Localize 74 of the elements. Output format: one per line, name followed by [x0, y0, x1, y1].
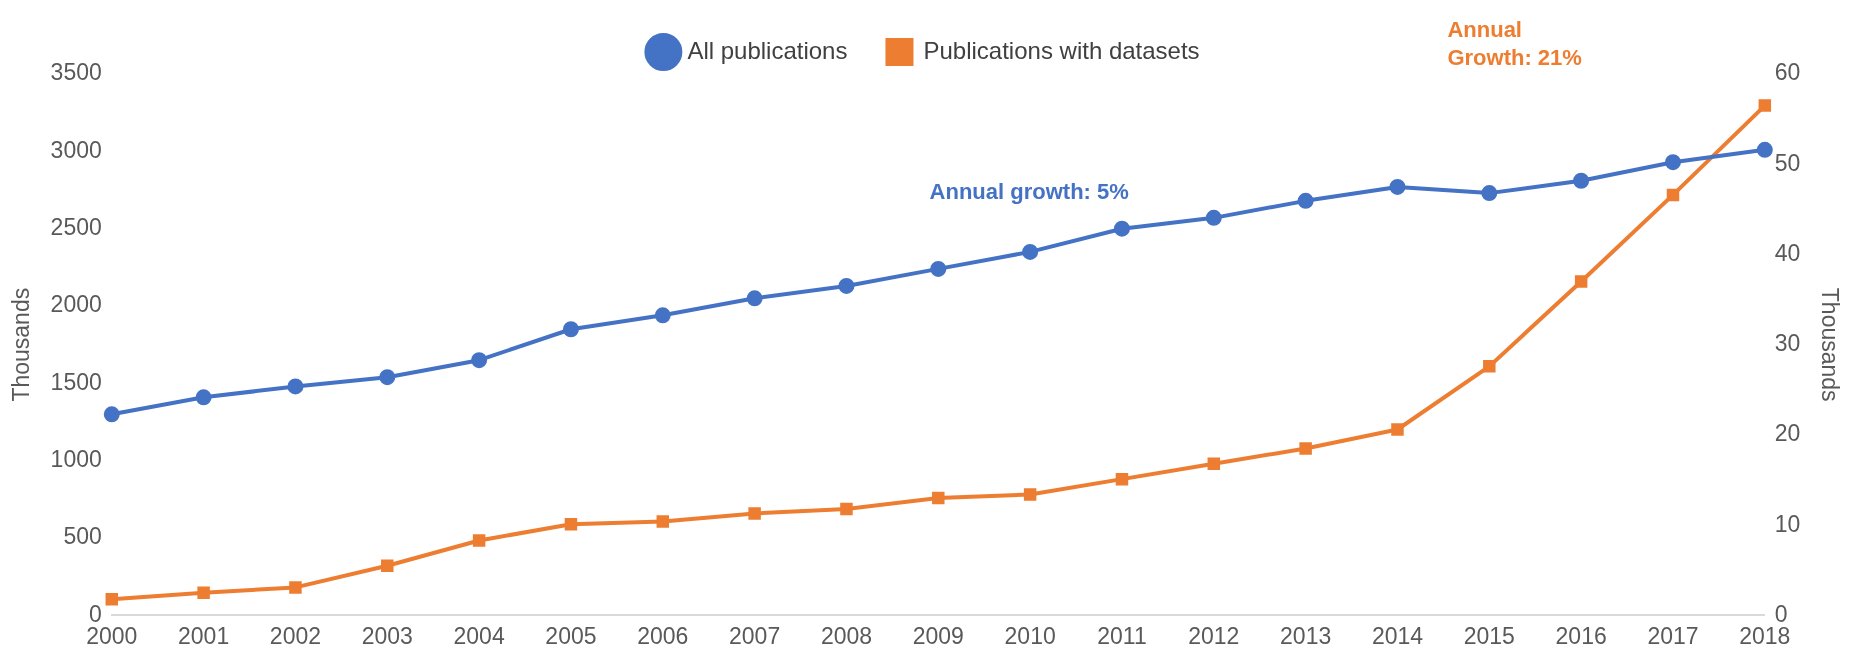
y2-tick-label: 40: [1774, 239, 1801, 266]
point: [840, 502, 853, 516]
point: [1113, 220, 1130, 237]
y-tick-label: 1000: [50, 446, 102, 473]
x-tick-label: 2009: [912, 622, 964, 649]
point: [1207, 457, 1221, 471]
point: [471, 352, 488, 369]
y-tick-label: 1500: [50, 368, 102, 395]
x-tick-label: 2013: [1280, 622, 1332, 649]
legend-label: Publications with datasets: [923, 36, 1200, 64]
point: [656, 515, 670, 528]
point: [1574, 275, 1588, 288]
point: [1573, 172, 1590, 189]
y-tick-label: 2500: [50, 214, 102, 241]
point: [287, 378, 304, 395]
point: [1205, 209, 1222, 226]
y-tick-label: 3500: [50, 59, 102, 86]
y2-tick-label: 20: [1774, 420, 1801, 447]
point: [103, 406, 120, 423]
point: [381, 559, 394, 573]
point: [1297, 192, 1314, 209]
point: [1022, 243, 1039, 260]
x-tick-label: 2002: [269, 622, 322, 649]
x-tick-label: 2006: [637, 622, 689, 649]
y-tick-label: 3000: [50, 136, 102, 163]
x-tick-label: 2016: [1555, 622, 1607, 649]
point: [562, 321, 579, 338]
y-tick-label: 500: [63, 523, 102, 550]
point: [195, 389, 212, 406]
point: [1023, 488, 1037, 501]
point: [1481, 185, 1498, 202]
point: [838, 277, 855, 294]
point: [1115, 472, 1129, 486]
point: [654, 307, 671, 324]
x-tick-label: 2017: [1647, 622, 1699, 649]
annotation: Annual growth: 5%: [929, 179, 1129, 205]
point: [472, 534, 486, 547]
y-axis-title: Thousands: [8, 287, 35, 402]
point: [748, 507, 761, 520]
y2-axis-title: Thousands: [1816, 287, 1843, 402]
x-tick-label: 2012: [1188, 622, 1240, 649]
legend-label: All publications: [687, 36, 848, 64]
x-tick-label: 2003: [361, 622, 413, 649]
text: Annual Growth: 21%: [1447, 16, 1582, 70]
x-tick-label: 2005: [545, 622, 597, 649]
x-tick-label: 2007: [729, 622, 781, 649]
point: [1483, 360, 1496, 373]
point: [379, 369, 396, 386]
point: [1664, 154, 1681, 171]
point: [105, 592, 119, 606]
point: [564, 518, 578, 531]
point: [1758, 99, 1772, 112]
x-tick-label: 2014: [1371, 622, 1424, 649]
y2-tick-label: 30: [1774, 330, 1801, 357]
x-tick-label: 2010: [1004, 622, 1056, 649]
point: [1391, 423, 1404, 436]
point: [930, 260, 947, 277]
x-tick-label: 2004: [453, 622, 505, 649]
point: [1756, 141, 1773, 158]
point: [1666, 188, 1680, 202]
x-tick-label: 2008: [820, 622, 873, 649]
x-tick-label: 2015: [1463, 622, 1515, 649]
point: [1389, 178, 1406, 195]
y2-tick-label: 10: [1774, 510, 1801, 537]
point: [289, 581, 302, 594]
point: [197, 586, 210, 600]
x-tick-label: 2011: [1097, 622, 1147, 649]
y-tick-label: 2000: [50, 291, 102, 318]
y2-tick-label: 50: [1774, 149, 1801, 176]
point: [746, 290, 763, 307]
x-tick-label: 2001: [178, 622, 230, 649]
point: [1299, 442, 1312, 455]
y2-tick-label: 60: [1774, 59, 1801, 86]
point: [932, 491, 945, 505]
